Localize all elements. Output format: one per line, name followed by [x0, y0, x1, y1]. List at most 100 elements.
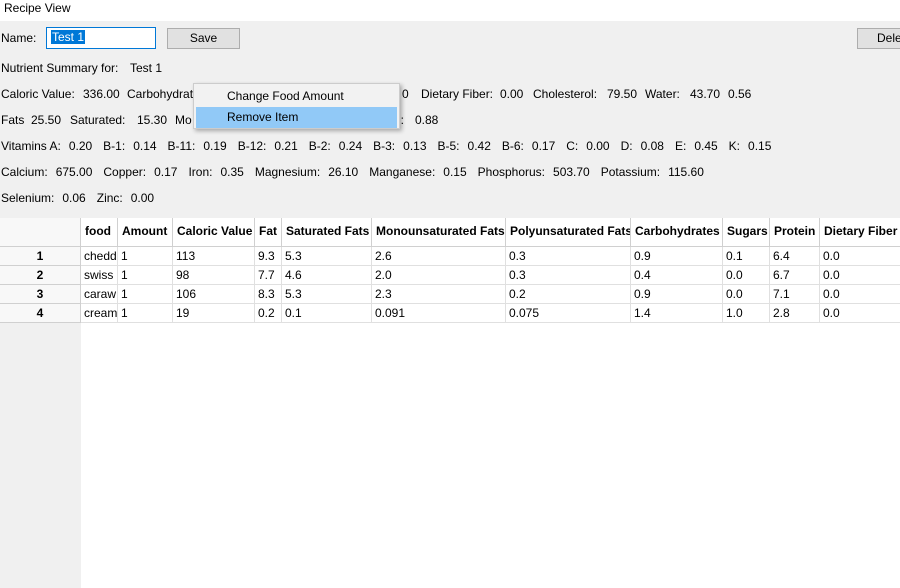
partial-label: l:: [398, 113, 404, 127]
partial-value: 0: [402, 87, 409, 101]
table-cell[interactable]: 1: [118, 285, 173, 304]
summary.vitamins-value-4: 0.24: [338, 139, 363, 153]
summary.minerals-value-4: 0.15: [443, 165, 467, 179]
saturated-value: 15.30: [137, 113, 168, 127]
table-cell[interactable]: 0.1: [282, 304, 372, 323]
table-cell[interactable]: 5.3: [282, 285, 372, 304]
summary.trace-label-0: Selenium:: [1, 191, 55, 205]
table-cell[interactable]: 9.3: [255, 247, 282, 266]
column-header-fat[interactable]: Fat: [255, 218, 282, 247]
table-cell[interactable]: cream: [81, 304, 118, 323]
summary.minerals-label-0: Calcium:: [1, 165, 48, 179]
column-header-food[interactable]: food: [81, 218, 118, 247]
summary.vitamins-label-0: Vitamins A:: [1, 139, 61, 153]
table-cell[interactable]: 0.3: [506, 247, 631, 266]
summary.vitamins-label-6: B-5:: [437, 139, 460, 153]
fats-label: Fats: [1, 113, 25, 127]
table-cell[interactable]: 1.4: [631, 304, 723, 323]
monounsaturated-label: Mo: [175, 113, 192, 127]
row-header[interactable]: 4: [0, 304, 81, 323]
recipe-name-input[interactable]: Test 1: [46, 27, 156, 49]
column-header-polyunsaturated-fats[interactable]: Polyunsaturated Fats: [506, 218, 631, 247]
summary.minerals-value-1: 0.17: [154, 165, 178, 179]
row-header[interactable]: 2: [0, 266, 81, 285]
name-label: Name:: [1, 31, 37, 45]
summary-header-label: Nutrient Summary for:: [1, 61, 119, 75]
saturated-label: Saturated:: [70, 113, 126, 127]
summary.vitamins-value-1: 0.14: [133, 139, 157, 153]
column-header-monounsaturated-fats[interactable]: Monounsaturated Fats: [372, 218, 506, 247]
table-cell[interactable]: 98: [173, 266, 255, 285]
table-cell[interactable]: 113: [173, 247, 255, 266]
caloric-value: 336.00: [83, 87, 120, 101]
summary.vitamins-value-8: 0.00: [586, 139, 610, 153]
table-cell[interactable]: 0.0: [820, 304, 900, 323]
table-cell[interactable]: 2.6: [372, 247, 506, 266]
table-cell[interactable]: 0.3: [506, 266, 631, 285]
table-cell[interactable]: 0.0: [820, 285, 900, 304]
column-header-dietary-fiber[interactable]: Dietary Fiber: [820, 218, 900, 247]
table-cell[interactable]: 7.7: [255, 266, 282, 285]
summary.vitamins-value-10: 0.45: [694, 139, 718, 153]
table-cell[interactable]: 6.4: [770, 247, 820, 266]
table-cell[interactable]: 0.075: [506, 304, 631, 323]
table-cell[interactable]: 1: [118, 304, 173, 323]
table-cell[interactable]: swiss: [81, 266, 118, 285]
vitamins-row: Vitamins A: 0.20 B-1: 0.14 B-11: 0.19 B-12: 0.2…: [1, 138, 782, 154]
summary.minerals-label-1: Copper:: [103, 165, 147, 179]
summary.vitamins-label-3: B-12:: [237, 139, 267, 153]
table-cell[interactable]: 2.3: [372, 285, 506, 304]
column-header-saturated-fats[interactable]: Saturated Fats: [282, 218, 372, 247]
row-header[interactable]: 3: [0, 285, 81, 304]
summary.vitamins-value-9: 0.08: [640, 139, 664, 153]
recipe-name-value: Test 1: [51, 30, 86, 44]
table-cell[interactable]: 0.1: [723, 247, 770, 266]
table-cell[interactable]: 1: [118, 247, 173, 266]
table-cell[interactable]: 0.0: [723, 285, 770, 304]
table-cell[interactable]: 2.0: [372, 266, 506, 285]
table-cell[interactable]: 5.3: [282, 247, 372, 266]
window-title: Recipe View: [4, 1, 71, 15]
column-header-sugars[interactable]: Sugars: [723, 218, 770, 247]
table-cell[interactable]: 1.0: [723, 304, 770, 323]
carbohydrates-label: Carbohydrat: [127, 87, 194, 101]
table-cell[interactable]: 19: [173, 304, 255, 323]
summary.minerals-value-3: 26.10: [328, 165, 359, 179]
delete-button[interactable]: Dele: [857, 28, 900, 49]
table-cell[interactable]: 0.0: [723, 266, 770, 285]
column-header-amount[interactable]: Amount: [118, 218, 173, 247]
table-cell[interactable]: chedd: [81, 247, 118, 266]
table-cell[interactable]: 8.3: [255, 285, 282, 304]
table-cell[interactable]: 6.7: [770, 266, 820, 285]
table-cell[interactable]: 106: [173, 285, 255, 304]
table-cell[interactable]: 0.4: [631, 266, 723, 285]
summary.vitamins-value-3: 0.21: [274, 139, 298, 153]
table-cell[interactable]: 0.9: [631, 247, 723, 266]
summary.vitamins-label-10: E:: [674, 139, 687, 153]
summary.vitamins-value-6: 0.42: [467, 139, 491, 153]
summary.minerals-value-0: 675.00: [55, 165, 93, 179]
remove-item-menu-item[interactable]: Remove Item: [196, 107, 397, 128]
table-corner[interactable]: [0, 218, 81, 247]
row-header[interactable]: 1: [0, 247, 81, 266]
table-cell[interactable]: 0.9: [631, 285, 723, 304]
table-cell[interactable]: caraw: [81, 285, 118, 304]
column-header-carbohydrates[interactable]: Carbohydrates: [631, 218, 723, 247]
table-cell[interactable]: 0.2: [255, 304, 282, 323]
summary.vitamins-value-11: 0.15: [748, 139, 772, 153]
summary.vitamins-label-8: C:: [566, 139, 579, 153]
column-header-protein[interactable]: Protein: [770, 218, 820, 247]
table-cell[interactable]: 4.6: [282, 266, 372, 285]
table-cell[interactable]: 0.0: [820, 247, 900, 266]
table-cell[interactable]: 0.0: [820, 266, 900, 285]
change-food-amount-label: Change Food Amount: [227, 89, 344, 103]
change-food-amount-menu-item[interactable]: Change Food Amount: [196, 86, 397, 107]
column-header-caloric-value[interactable]: Caloric Value: [173, 218, 255, 247]
table-cell[interactable]: 0.2: [506, 285, 631, 304]
table-cell[interactable]: 2.8: [770, 304, 820, 323]
table-cell[interactable]: 1: [118, 266, 173, 285]
save-button[interactable]: Save: [167, 28, 240, 49]
table-cell[interactable]: 0.091: [372, 304, 506, 323]
table-cell[interactable]: 7.1: [770, 285, 820, 304]
summary.trace-value-1: 0.00: [130, 191, 155, 205]
